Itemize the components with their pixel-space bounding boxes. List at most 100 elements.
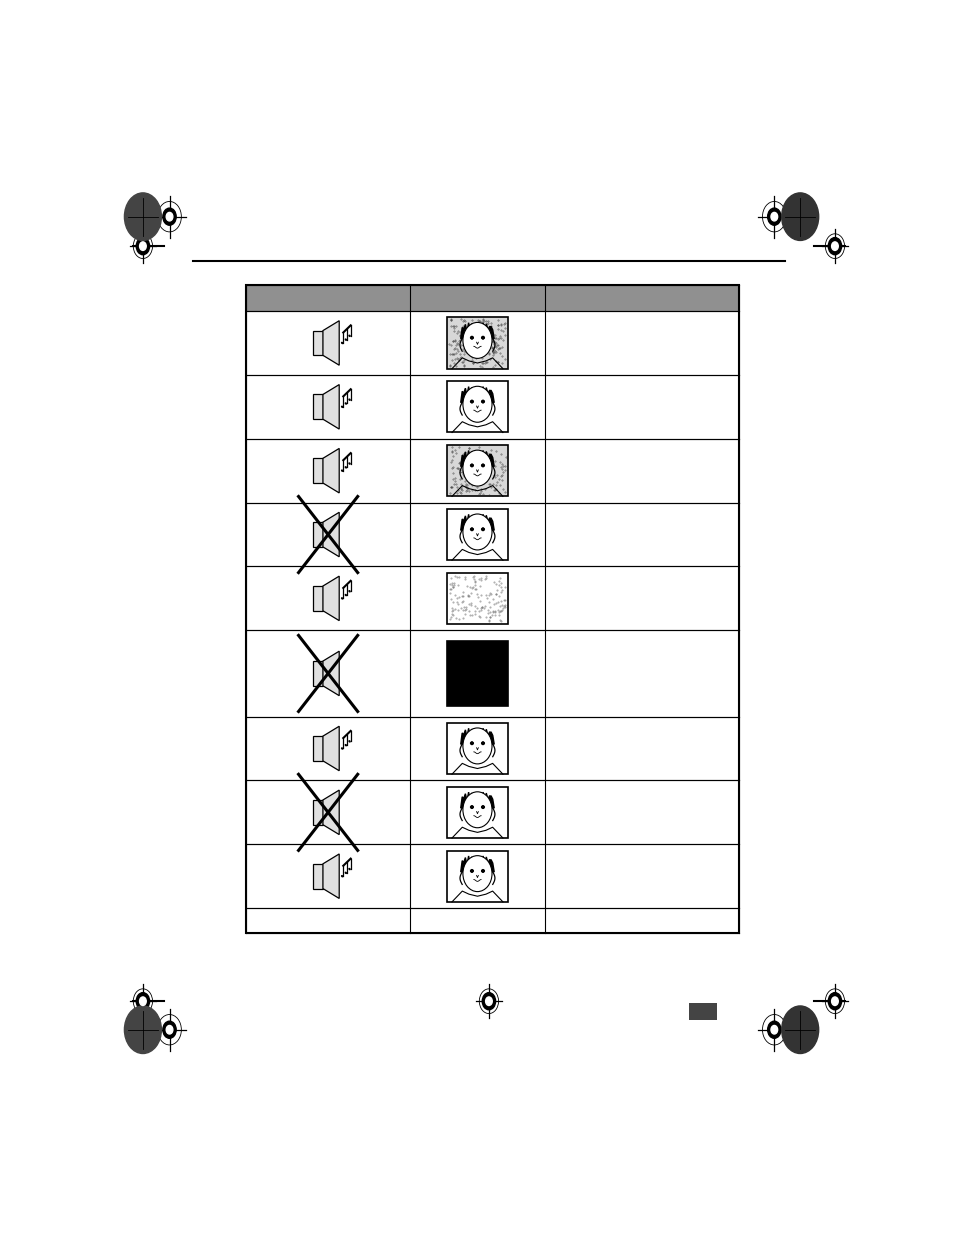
Bar <box>313 394 323 419</box>
Circle shape <box>790 1018 808 1041</box>
Circle shape <box>136 237 150 254</box>
Ellipse shape <box>348 590 351 593</box>
Circle shape <box>136 993 150 1010</box>
Polygon shape <box>323 384 339 429</box>
Polygon shape <box>460 514 494 530</box>
Bar <box>313 587 323 611</box>
Bar <box>447 445 507 496</box>
Circle shape <box>793 209 805 225</box>
Polygon shape <box>460 387 494 403</box>
Ellipse shape <box>462 514 492 550</box>
Circle shape <box>471 869 473 872</box>
Ellipse shape <box>462 792 492 827</box>
Circle shape <box>163 1021 176 1039</box>
Ellipse shape <box>340 405 343 408</box>
Ellipse shape <box>348 868 351 871</box>
Ellipse shape <box>481 806 484 808</box>
Circle shape <box>831 242 838 251</box>
Polygon shape <box>323 577 339 621</box>
Circle shape <box>166 1025 172 1034</box>
Bar <box>447 509 507 561</box>
Circle shape <box>166 212 172 221</box>
Ellipse shape <box>348 335 351 337</box>
Bar <box>313 522 323 547</box>
Bar <box>447 787 507 839</box>
Ellipse shape <box>470 337 473 338</box>
Circle shape <box>471 805 473 809</box>
Ellipse shape <box>462 387 492 422</box>
Ellipse shape <box>470 529 473 530</box>
Polygon shape <box>323 513 339 557</box>
Polygon shape <box>460 729 494 745</box>
Bar <box>313 458 323 483</box>
Ellipse shape <box>344 743 347 746</box>
Circle shape <box>136 209 149 225</box>
Bar <box>246 285 738 932</box>
Circle shape <box>131 1014 155 1046</box>
Ellipse shape <box>470 869 473 872</box>
Ellipse shape <box>462 856 492 892</box>
Bar <box>313 800 323 825</box>
Circle shape <box>124 193 161 241</box>
Bar <box>246 285 738 311</box>
Bar <box>313 661 323 685</box>
Ellipse shape <box>348 399 351 401</box>
Circle shape <box>140 212 146 221</box>
Circle shape <box>133 205 152 228</box>
Circle shape <box>124 1007 161 1053</box>
Circle shape <box>131 201 155 232</box>
Polygon shape <box>323 448 339 493</box>
Ellipse shape <box>470 806 473 808</box>
Circle shape <box>128 1010 158 1050</box>
Circle shape <box>767 1021 781 1039</box>
Bar <box>447 851 507 902</box>
Bar <box>447 573 507 624</box>
Ellipse shape <box>462 727 492 764</box>
Polygon shape <box>460 451 494 467</box>
Ellipse shape <box>481 869 484 872</box>
Bar <box>447 317 507 368</box>
Bar <box>313 331 323 356</box>
Circle shape <box>481 869 483 872</box>
Circle shape <box>471 336 473 340</box>
Circle shape <box>481 742 483 745</box>
Circle shape <box>770 212 777 221</box>
Circle shape <box>481 336 483 340</box>
Circle shape <box>471 742 473 745</box>
Circle shape <box>827 237 841 254</box>
Ellipse shape <box>340 598 343 600</box>
Circle shape <box>482 993 495 1010</box>
Ellipse shape <box>344 594 347 597</box>
Polygon shape <box>460 856 494 872</box>
Ellipse shape <box>340 469 343 472</box>
Bar <box>447 641 507 705</box>
Circle shape <box>481 400 483 403</box>
Bar <box>313 863 323 888</box>
Circle shape <box>163 209 176 225</box>
Circle shape <box>770 1025 777 1034</box>
Circle shape <box>784 196 815 236</box>
Ellipse shape <box>481 742 484 745</box>
Ellipse shape <box>340 747 343 750</box>
Circle shape <box>139 997 146 1005</box>
Circle shape <box>140 1026 146 1034</box>
Circle shape <box>471 527 473 531</box>
Circle shape <box>784 1010 815 1050</box>
Circle shape <box>133 1018 152 1041</box>
Circle shape <box>481 464 483 467</box>
Circle shape <box>139 242 146 251</box>
Circle shape <box>831 997 838 1005</box>
Circle shape <box>827 993 841 1010</box>
Polygon shape <box>323 726 339 771</box>
Ellipse shape <box>481 464 484 467</box>
Bar <box>447 722 507 774</box>
Ellipse shape <box>344 338 347 341</box>
Circle shape <box>797 1026 802 1034</box>
Polygon shape <box>323 651 339 695</box>
Circle shape <box>136 1021 149 1037</box>
Circle shape <box>471 464 473 467</box>
Polygon shape <box>323 853 339 898</box>
Polygon shape <box>460 792 494 808</box>
Ellipse shape <box>344 872 347 874</box>
Ellipse shape <box>348 740 351 742</box>
